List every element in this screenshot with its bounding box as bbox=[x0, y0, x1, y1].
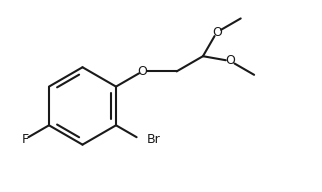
Text: O: O bbox=[225, 55, 235, 68]
Text: Br: Br bbox=[147, 133, 161, 146]
Text: O: O bbox=[137, 65, 147, 78]
Text: O: O bbox=[212, 26, 222, 39]
Text: F: F bbox=[22, 133, 29, 146]
